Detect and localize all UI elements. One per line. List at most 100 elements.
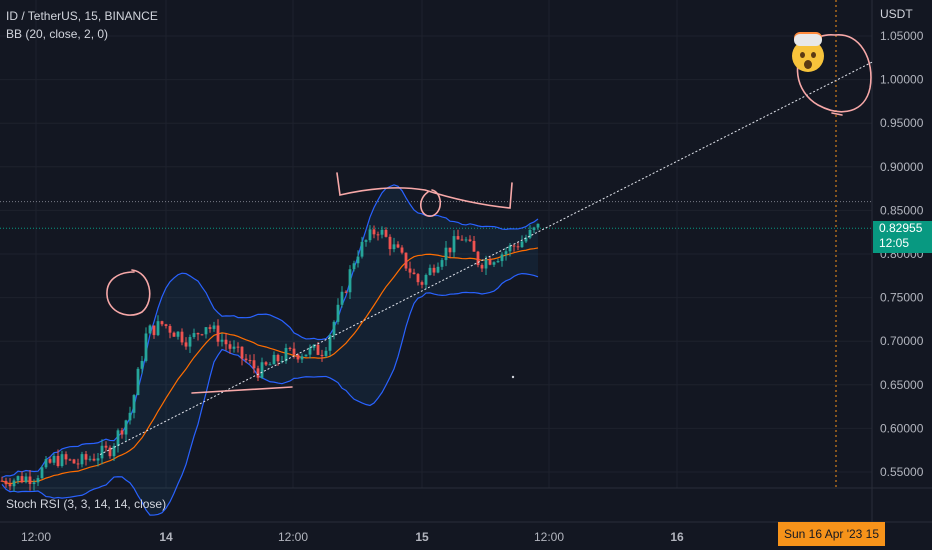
candle-body: [8, 484, 12, 487]
candle-body: [456, 236, 460, 240]
candle-body: [392, 244, 396, 250]
candle-body: [40, 467, 44, 479]
bb-indicator-legend[interactable]: BB (20, close, 2, 0): [6, 27, 109, 41]
candle-body: [128, 412, 132, 421]
candle-body: [388, 236, 392, 250]
candle-body: [328, 334, 332, 351]
candle-body: [228, 344, 232, 349]
stoch-rsi-legend[interactable]: Stoch RSI (3, 3, 14, 14, close): [6, 497, 167, 511]
candle-body: [448, 247, 452, 253]
candle-body: [468, 239, 472, 241]
candle-body: [208, 327, 212, 329]
candle-body: [204, 327, 208, 335]
candle-body: [360, 241, 364, 257]
candle-body: [196, 333, 200, 335]
symbol-legend[interactable]: ID / TetherUS, 15, BINANCE: [6, 9, 158, 23]
candle-body: [188, 337, 192, 347]
stray-dot: [511, 375, 515, 379]
candle-body: [12, 480, 16, 487]
candle-body: [460, 239, 464, 241]
candle-body: [168, 326, 172, 333]
candle-body: [36, 478, 40, 483]
candle-body: [264, 362, 268, 365]
candle-body: [272, 354, 276, 365]
circle-drawing-left: [106, 269, 151, 316]
x-tick-label: 16: [670, 530, 684, 544]
candle-body: [512, 245, 516, 247]
candle-body: [60, 454, 64, 467]
candle-body: [412, 272, 416, 275]
candle-body: [496, 261, 500, 263]
candle-body: [324, 350, 328, 356]
circle-drawing-tail: [831, 112, 843, 116]
candle-body: [308, 347, 312, 355]
y-tick-label: 0.85000: [880, 203, 924, 217]
candle-body: [152, 325, 156, 336]
candle-body: [248, 360, 252, 362]
candle-body: [172, 332, 176, 337]
candle-body: [100, 445, 104, 459]
y-tick-label: 0.75000: [880, 291, 924, 305]
candle-body: [160, 321, 164, 325]
candle-body: [176, 331, 180, 337]
y-tick-label: 0.90000: [880, 160, 924, 174]
candle-body: [180, 331, 184, 343]
candle-body: [140, 360, 144, 369]
candle-body: [428, 267, 432, 276]
y-tick-label: 0.65000: [880, 378, 924, 392]
candle-body: [68, 459, 72, 461]
y-tick-label: 0.60000: [880, 421, 924, 435]
candle-body: [464, 239, 468, 241]
candle-body: [384, 229, 388, 237]
candle-body: [72, 459, 76, 464]
y-tick-label: 0.55000: [880, 465, 924, 479]
candle-body: [4, 480, 8, 485]
candle-body: [56, 455, 60, 467]
candle-body: [200, 334, 204, 336]
candle-body: [336, 304, 340, 322]
candle-body: [440, 260, 444, 267]
x-tick-label: 12:00: [21, 530, 51, 544]
candle-body: [356, 256, 360, 264]
candle-body: [400, 247, 404, 253]
candle-body: [420, 282, 424, 285]
candle-body: [508, 245, 512, 252]
candle-body: [80, 454, 84, 465]
candle-body: [344, 291, 348, 293]
bracket-drawing-top: [336, 172, 513, 209]
candle-body: [132, 395, 136, 413]
candle-body: [220, 339, 224, 342]
candle-body: [28, 476, 32, 484]
candle-body: [212, 325, 216, 329]
candle-body: [52, 455, 56, 463]
candle-body: [288, 347, 292, 349]
candle-body: [476, 251, 480, 266]
candle-body: [244, 358, 248, 361]
candle-body: [376, 234, 380, 236]
candle-body: [472, 240, 476, 252]
candle-body: [276, 354, 280, 362]
candle-body: [216, 325, 220, 342]
candle-body: [88, 458, 92, 460]
y-axis-unit: USDT: [880, 7, 913, 21]
candle-body: [156, 321, 160, 336]
candle-body: [380, 229, 384, 235]
candle-body: [24, 476, 28, 483]
candle-body: [48, 459, 52, 463]
candle-body: [528, 229, 532, 238]
candle-body: [524, 237, 528, 242]
candle-body: [164, 324, 168, 327]
candle-body: [184, 342, 188, 347]
candle-body: [84, 454, 88, 460]
candle-body: [340, 291, 344, 305]
candle-body: [484, 259, 488, 269]
candle-body: [268, 364, 272, 366]
candle-body: [416, 274, 420, 283]
candle-body: [296, 354, 300, 360]
candle-body: [364, 240, 368, 242]
candle-body: [348, 269, 352, 293]
candle-body: [516, 246, 520, 248]
candle-body: [148, 325, 152, 334]
